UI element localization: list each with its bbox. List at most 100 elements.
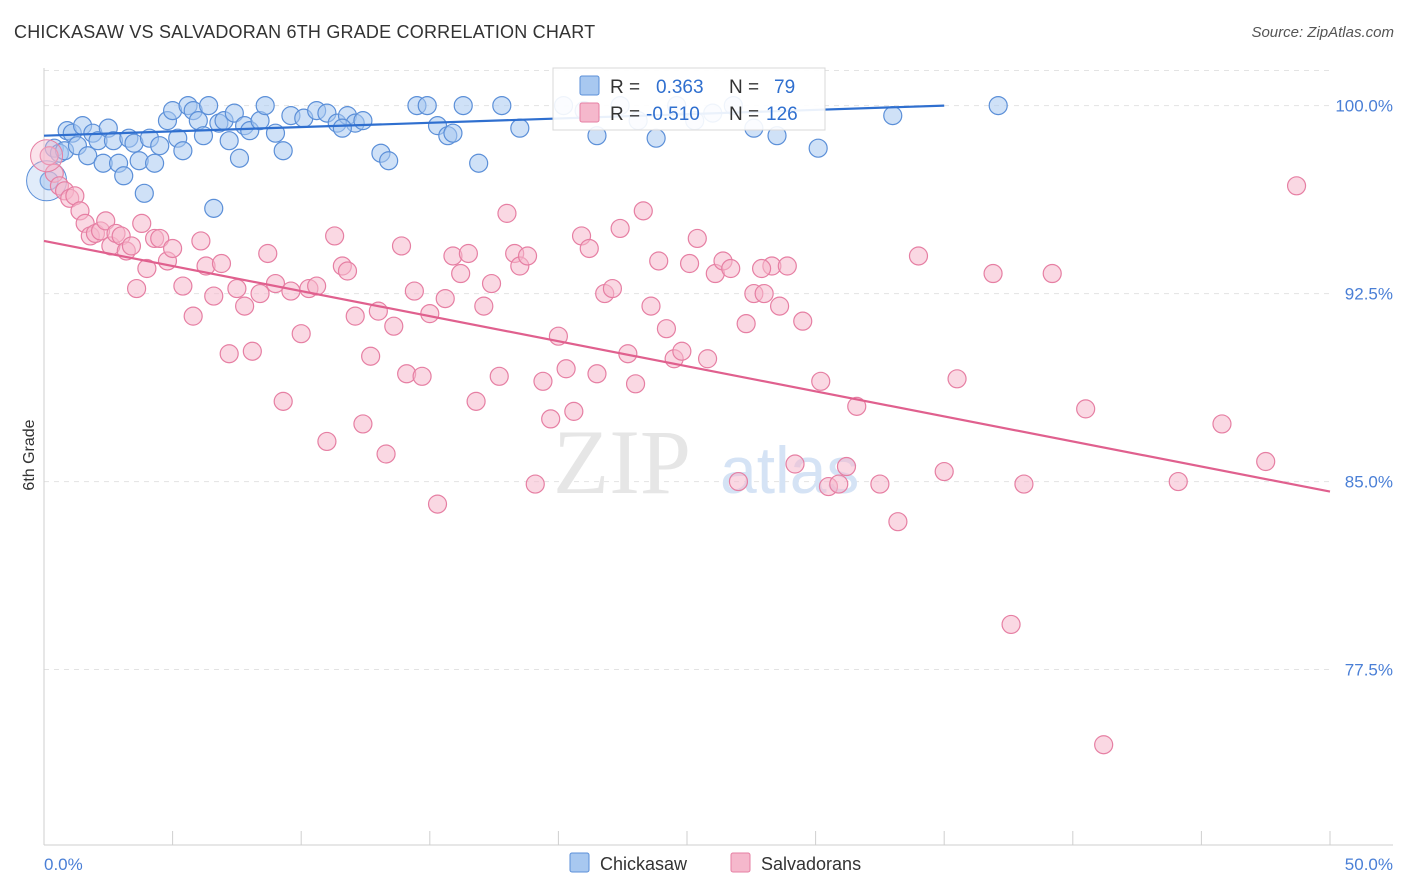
salvadorans-point-120 bbox=[1168, 471, 1188, 492]
salvadorans-point-102 bbox=[777, 256, 797, 276]
chickasaw-point-22 bbox=[150, 136, 170, 156]
salvadorans-point-57 bbox=[427, 494, 448, 514]
stat-legend-r-label-2: R = bbox=[610, 104, 640, 125]
salvadorans-point-103 bbox=[785, 454, 805, 474]
salvadorans-point-0 bbox=[39, 146, 59, 166]
stat-legend-n-label-2: N = bbox=[729, 104, 759, 125]
salvadorans-point-92 bbox=[697, 349, 718, 369]
salvadorans-point-114 bbox=[947, 369, 967, 389]
salvadorans-point-66 bbox=[497, 203, 517, 223]
salvadorans-point-37 bbox=[273, 391, 293, 411]
salvadorans-point-122 bbox=[1256, 451, 1276, 472]
chickasaw-point-36 bbox=[224, 103, 244, 123]
salvadorans-point-55 bbox=[412, 366, 432, 386]
salvadorans-point-30 bbox=[219, 344, 239, 364]
stat-legend-r-label-1: R = bbox=[610, 77, 640, 98]
salvadorans-point-109 bbox=[847, 396, 867, 416]
watermark-zip: ZIP bbox=[553, 411, 691, 513]
chickasaw-point-75 bbox=[808, 138, 828, 158]
watermark: ZIP atlas bbox=[553, 411, 859, 513]
salvadorans-point-105 bbox=[811, 371, 831, 391]
chickasaw-point-60 bbox=[469, 153, 489, 173]
salvadorans-point-33 bbox=[242, 341, 262, 361]
y-tick-label-2: 85.0% bbox=[1345, 473, 1393, 492]
salvadorans-point-123 bbox=[1286, 176, 1307, 196]
salvadorans-point-47 bbox=[353, 414, 373, 434]
salvadorans-point-99 bbox=[754, 283, 774, 304]
salvadorans-point-77 bbox=[579, 238, 599, 259]
chickasaw-point-21 bbox=[144, 153, 165, 173]
salvadorans-point-113 bbox=[934, 461, 954, 482]
salvadorans-point-35 bbox=[258, 243, 278, 264]
salvadorans-point-83 bbox=[625, 374, 646, 394]
stat-legend-r-chickasaw: 0.363 bbox=[656, 77, 704, 98]
series-salvadorans bbox=[30, 139, 1307, 755]
salvadorans-point-121 bbox=[1212, 414, 1232, 434]
stat-legend-swatch-salvadorans bbox=[579, 102, 600, 123]
chickasaw-point-41 bbox=[255, 95, 275, 116]
salvadorans-point-91 bbox=[687, 228, 707, 249]
salvadorans-point-101 bbox=[769, 296, 790, 316]
salvadorans-point-71 bbox=[533, 371, 553, 391]
salvadorans-point-26 bbox=[191, 231, 211, 251]
chickasaw-point-26 bbox=[173, 141, 193, 161]
salvadorans-point-48 bbox=[361, 346, 381, 366]
legend-swatch-salvadorans bbox=[730, 852, 751, 873]
stat-legend: R = 0.363 N = 79 R = -0.510 N = 126 bbox=[552, 67, 826, 131]
chickasaw-point-15 bbox=[114, 166, 134, 186]
axes bbox=[43, 68, 1393, 846]
salvadorans-point-89 bbox=[672, 341, 692, 361]
stat-legend-n-label-1: N = bbox=[729, 77, 759, 98]
source-label: Source: ZipAtlas.com bbox=[1251, 24, 1394, 41]
x-tick-label-max: 50.0% bbox=[1345, 855, 1393, 874]
y-tick-label-1: 92.5% bbox=[1345, 285, 1393, 304]
salvadorans-point-61 bbox=[458, 243, 478, 264]
chickasaw-point-19 bbox=[134, 183, 154, 203]
salvadorans-point-119 bbox=[1094, 735, 1114, 755]
chickasaw-point-59 bbox=[453, 95, 473, 116]
chickasaw-point-32 bbox=[204, 198, 224, 218]
salvadorans-point-64 bbox=[481, 273, 502, 294]
salvadorans-point-32 bbox=[235, 296, 255, 316]
salvadorans-point-112 bbox=[908, 246, 929, 266]
salvadorans-point-104 bbox=[793, 311, 813, 331]
salvadorans-point-17 bbox=[126, 278, 147, 299]
salvadorans-trendline bbox=[43, 239, 1331, 493]
salvadorans-point-19 bbox=[137, 258, 157, 279]
salvadorans-point-124 bbox=[751, 258, 772, 279]
salvadorans-point-74 bbox=[556, 359, 576, 379]
legend-label-chickasaw: Chickasaw bbox=[600, 854, 688, 874]
salvadorans-point-24 bbox=[173, 276, 193, 296]
salvadorans-point-63 bbox=[474, 296, 494, 316]
x-tick-label-min: 0.0% bbox=[44, 855, 83, 874]
salvadorans-point-86 bbox=[649, 251, 669, 271]
chickasaw-point-43 bbox=[273, 141, 293, 161]
salvadorans-point-39 bbox=[291, 324, 311, 344]
salvadorans-point-85 bbox=[641, 296, 661, 316]
salvadorans-point-95 bbox=[721, 258, 741, 279]
salvadorans-point-45 bbox=[337, 261, 358, 281]
salvadorans-point-31 bbox=[227, 278, 247, 299]
chickasaw-point-53 bbox=[379, 151, 399, 171]
chickasaw-point-35 bbox=[219, 131, 239, 151]
salvadorans-point-118 bbox=[1076, 399, 1096, 419]
salvadorans-point-96 bbox=[728, 471, 749, 492]
salvadorans-point-60 bbox=[451, 263, 471, 284]
chickasaw-point-51 bbox=[353, 111, 373, 131]
salvadorans-cluster-point bbox=[30, 139, 64, 173]
legend-swatch-chickasaw bbox=[569, 852, 590, 873]
chickasaw-point-68 bbox=[646, 128, 666, 148]
salvadorans-point-21 bbox=[150, 228, 170, 249]
legend-label-salvadorans: Salvadorans bbox=[761, 854, 861, 874]
salvadorans-point-72 bbox=[541, 409, 561, 429]
salvadorans-point-50 bbox=[376, 444, 396, 464]
chickasaw-point-77 bbox=[988, 95, 1008, 116]
salvadorans-point-25 bbox=[183, 306, 203, 326]
salvadorans-point-11 bbox=[96, 211, 116, 231]
salvadorans-point-16 bbox=[121, 236, 142, 256]
stat-legend-r-salvadorans: -0.510 bbox=[646, 104, 700, 125]
y-tick-label-0: 100.0% bbox=[1335, 97, 1393, 116]
series-chickasaw bbox=[26, 95, 1008, 218]
salvadorans-point-43 bbox=[325, 226, 345, 246]
chart-title: CHICKASAW VS SALVADORAN 6TH GRADE CORREL… bbox=[14, 22, 596, 42]
